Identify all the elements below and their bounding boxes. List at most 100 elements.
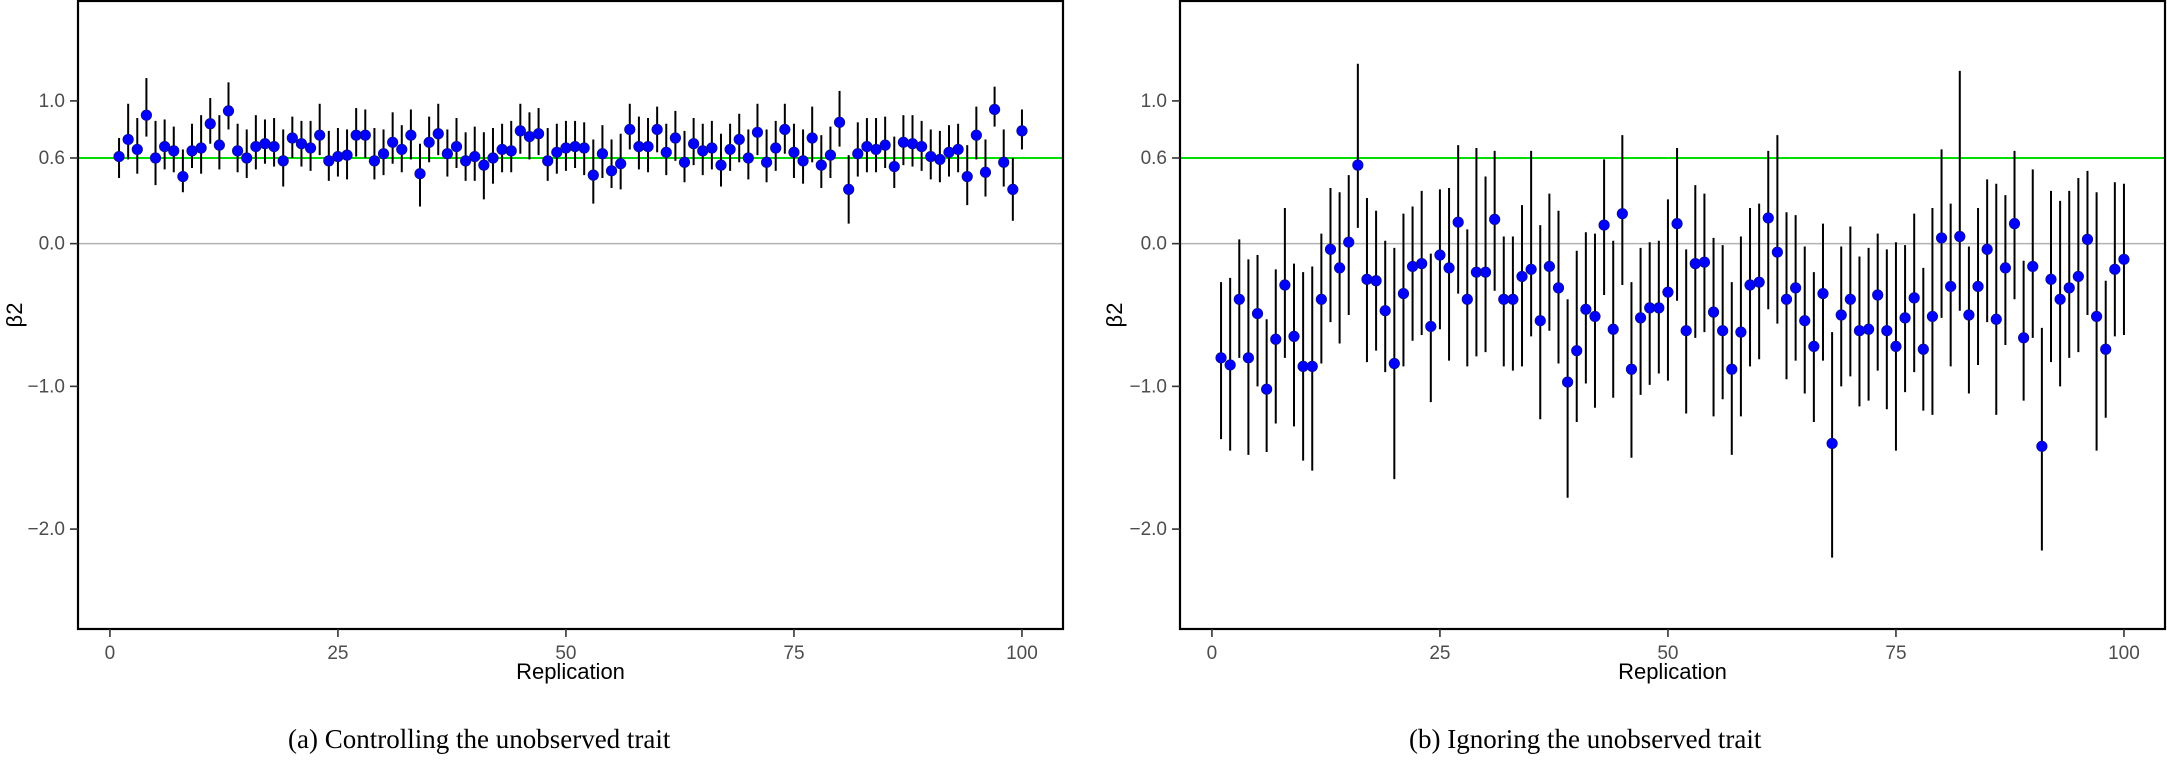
- data-point-b-60: [1753, 276, 1765, 288]
- data-point-a-89: [916, 140, 928, 153]
- data-point-a-55: [605, 165, 618, 177]
- data-point-a-39: [460, 155, 472, 167]
- data-point-b-61: [1762, 212, 1774, 224]
- data-point-a-42: [487, 152, 499, 164]
- plot-area-a: [78, 78, 1063, 245]
- data-point-a-5: [149, 152, 162, 164]
- data-point-b-84: [1972, 280, 1984, 293]
- data-point-b-41: [1580, 303, 1592, 315]
- data-point-a-25: [332, 150, 344, 163]
- data-point-b-21: [1397, 287, 1410, 300]
- caption-b: (b) Ignoring the unobserved trait: [1409, 724, 1762, 754]
- data-point-a-24: [323, 155, 335, 167]
- data-point-b-74: [1881, 325, 1893, 337]
- data-point-a-98: [998, 156, 1010, 168]
- data-point-b-90: [2027, 260, 2039, 273]
- data-point-a-91: [934, 153, 946, 166]
- data-point-b-45: [1616, 208, 1628, 220]
- data-point-b-78: [1917, 343, 1929, 355]
- data-point-a-60: [651, 123, 663, 136]
- data-point-b-38: [1552, 282, 1565, 294]
- data-point-b-100: [2118, 253, 2130, 265]
- data-point-b-66: [1808, 340, 1820, 352]
- data-point-b-9: [1288, 330, 1300, 343]
- data-point-b-99: [2109, 263, 2121, 275]
- data-point-b-73: [1872, 289, 1884, 301]
- data-point-a-70: [742, 152, 754, 164]
- data-point-b-2: [1224, 359, 1236, 371]
- data-point-b-24: [1425, 320, 1437, 333]
- data-point-a-81: [843, 183, 855, 195]
- data-point-a-99: [1007, 183, 1019, 195]
- data-point-a-51: [569, 140, 581, 153]
- data-point-b-27: [1452, 216, 1464, 228]
- x-axis-label-b: Replication: [1618, 659, 1727, 684]
- data-point-a-10: [195, 142, 207, 154]
- data-point-a-96: [979, 166, 992, 178]
- data-point-a-78: [815, 159, 827, 171]
- data-point-b-5: [1251, 307, 1264, 320]
- x-tick-label-b-50: 50: [1657, 643, 1678, 664]
- data-point-b-33: [1507, 293, 1519, 305]
- data-point-a-59: [642, 140, 654, 153]
- data-point-b-95: [2072, 270, 2084, 283]
- data-point-b-3: [1233, 293, 1245, 305]
- data-point-a-49: [551, 146, 563, 158]
- data-point-b-98: [2100, 343, 2112, 355]
- data-point-b-13: [1324, 243, 1337, 255]
- data-point-b-6: [1261, 383, 1273, 395]
- data-point-a-53: [587, 169, 599, 181]
- data-point-a-15: [241, 152, 253, 164]
- data-point-a-62: [669, 132, 681, 144]
- data-point-b-52: [1680, 325, 1692, 337]
- data-point-b-43: [1598, 219, 1610, 231]
- data-point-a-76: [797, 155, 809, 167]
- data-point-b-82: [1954, 230, 1966, 243]
- data-point-b-4: [1242, 352, 1255, 364]
- data-point-b-53: [1689, 258, 1701, 270]
- data-point-b-34: [1516, 270, 1528, 283]
- data-point-a-33: [405, 129, 417, 141]
- data-point-a-67: [715, 159, 727, 171]
- data-point-a-40: [469, 150, 481, 163]
- data-point-a-97: [988, 103, 1001, 116]
- data-point-b-36: [1534, 315, 1546, 327]
- data-point-a-84: [870, 143, 882, 156]
- data-point-a-29: [368, 155, 381, 167]
- y-tick-label-b-3: −1.0: [1129, 376, 1167, 397]
- data-point-b-83: [1963, 309, 1975, 321]
- data-point-b-70: [1844, 293, 1856, 305]
- data-point-b-97: [2090, 310, 2103, 323]
- data-point-b-76: [1899, 312, 1911, 324]
- data-point-b-40: [1571, 345, 1583, 357]
- x-tick-label-a-25: 25: [327, 643, 348, 664]
- data-point-a-95: [970, 129, 982, 141]
- y-tick-label-b-1: 0.6: [1141, 148, 1167, 169]
- data-point-b-15: [1343, 236, 1355, 248]
- data-point-b-20: [1388, 357, 1400, 370]
- plot-frame-b: [1178, 0, 2167, 631]
- data-point-b-11: [1306, 360, 1318, 372]
- data-point-a-3: [131, 143, 143, 156]
- data-point-b-55: [1707, 306, 1720, 318]
- data-point-b-8: [1279, 279, 1291, 291]
- data-point-b-46: [1625, 363, 1638, 375]
- data-point-a-100: [1016, 125, 1028, 137]
- data-point-a-79: [824, 149, 837, 161]
- data-point-b-37: [1543, 260, 1555, 273]
- data-point-b-79: [1926, 310, 1939, 323]
- y-axis-label-a: β2: [2, 303, 27, 328]
- data-point-a-34: [414, 168, 426, 180]
- data-point-a-66: [706, 142, 718, 154]
- data-point-b-7: [1270, 333, 1282, 345]
- data-point-a-73: [770, 142, 782, 154]
- data-point-a-57: [624, 123, 636, 136]
- data-point-b-1: [1215, 352, 1227, 364]
- data-point-a-6: [159, 140, 171, 153]
- data-point-a-68: [724, 143, 736, 156]
- data-point-a-94: [961, 170, 973, 183]
- data-point-b-93: [2054, 293, 2066, 305]
- data-point-b-71: [1853, 325, 1866, 337]
- data-point-a-26: [341, 149, 353, 161]
